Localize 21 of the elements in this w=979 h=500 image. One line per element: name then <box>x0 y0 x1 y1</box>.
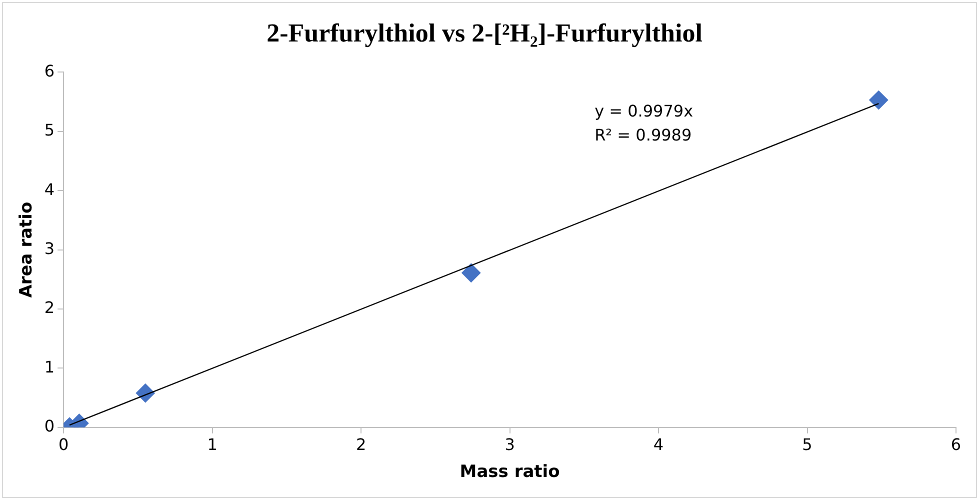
point <box>869 90 888 110</box>
x-tick-label: 0 <box>58 435 69 454</box>
x-tick-label: 1 <box>207 435 218 454</box>
annotation: y = 0.9979x <box>594 101 694 120</box>
y-tick-label: 2 <box>44 298 55 318</box>
x-tick-label: 4 <box>653 435 664 454</box>
y-tick-label: 3 <box>44 238 55 258</box>
x-tick-label: 6 <box>950 435 962 454</box>
y-tick-label: 0 <box>44 416 55 436</box>
point <box>462 263 481 282</box>
y-axis-title: Area ratio <box>16 202 37 298</box>
x-tick-label: 2 <box>356 435 366 454</box>
x-tick-label: 5 <box>802 435 812 454</box>
y-tick-label: 4 <box>44 180 55 199</box>
annotation: R² = 0.9989 <box>594 125 692 144</box>
x-axis-title: Mass ratio <box>460 462 560 482</box>
chart-title: 2-Furfurylthiol vs 2-[²H₂]-Furfurylthiol <box>266 18 702 48</box>
x-tick-label: 3 <box>504 435 515 454</box>
y-tick-label: 6 <box>44 61 55 80</box>
y-tick-label: 1 <box>44 357 55 376</box>
y-tick-label: 5 <box>44 120 55 140</box>
